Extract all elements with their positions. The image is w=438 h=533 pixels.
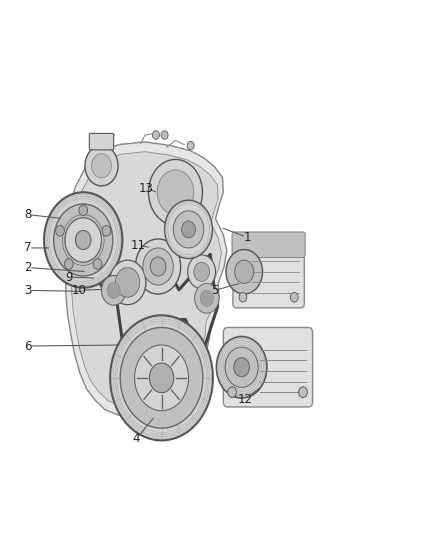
Circle shape: [116, 268, 140, 297]
Text: 10: 10: [71, 284, 86, 297]
Text: 2: 2: [24, 261, 31, 274]
Circle shape: [79, 205, 88, 216]
Polygon shape: [72, 152, 221, 407]
Circle shape: [102, 276, 126, 305]
Circle shape: [75, 230, 91, 249]
Circle shape: [299, 387, 307, 398]
Circle shape: [92, 154, 111, 178]
Circle shape: [157, 170, 194, 215]
Circle shape: [290, 293, 298, 302]
Circle shape: [110, 260, 146, 305]
Circle shape: [64, 259, 73, 269]
Circle shape: [194, 284, 219, 313]
Circle shape: [65, 217, 102, 262]
Circle shape: [226, 249, 262, 294]
Circle shape: [173, 211, 204, 248]
Circle shape: [152, 131, 159, 139]
Circle shape: [110, 316, 213, 440]
Circle shape: [161, 131, 168, 139]
FancyBboxPatch shape: [223, 327, 313, 407]
Circle shape: [182, 221, 195, 238]
Circle shape: [56, 225, 64, 236]
Circle shape: [187, 255, 215, 289]
Circle shape: [187, 141, 194, 150]
Circle shape: [234, 358, 250, 377]
Circle shape: [239, 293, 247, 302]
Text: 13: 13: [139, 182, 154, 195]
Text: 12: 12: [237, 393, 253, 406]
Circle shape: [107, 282, 120, 298]
Polygon shape: [66, 142, 227, 416]
Circle shape: [225, 347, 258, 387]
Circle shape: [149, 363, 174, 393]
Circle shape: [235, 260, 254, 284]
Circle shape: [44, 192, 122, 288]
Circle shape: [85, 146, 118, 186]
Text: 4: 4: [133, 432, 140, 446]
Circle shape: [216, 336, 267, 398]
Circle shape: [120, 327, 203, 428]
Text: 8: 8: [24, 208, 31, 221]
Circle shape: [93, 259, 102, 269]
Text: 1: 1: [244, 231, 251, 244]
Text: 5: 5: [211, 284, 218, 297]
Text: 7: 7: [24, 241, 31, 254]
Circle shape: [194, 262, 209, 281]
Circle shape: [200, 290, 213, 306]
FancyBboxPatch shape: [232, 232, 305, 257]
Circle shape: [143, 248, 173, 285]
Circle shape: [150, 257, 166, 276]
Circle shape: [134, 345, 188, 411]
Text: 11: 11: [131, 239, 146, 252]
Circle shape: [135, 239, 181, 294]
Circle shape: [228, 387, 237, 398]
Circle shape: [102, 225, 111, 236]
Text: 6: 6: [24, 340, 31, 352]
Text: 3: 3: [24, 284, 31, 297]
Circle shape: [165, 200, 212, 259]
Circle shape: [148, 159, 202, 225]
Circle shape: [53, 204, 113, 276]
FancyBboxPatch shape: [233, 241, 304, 308]
Text: 9: 9: [65, 271, 73, 284]
FancyBboxPatch shape: [89, 133, 114, 150]
